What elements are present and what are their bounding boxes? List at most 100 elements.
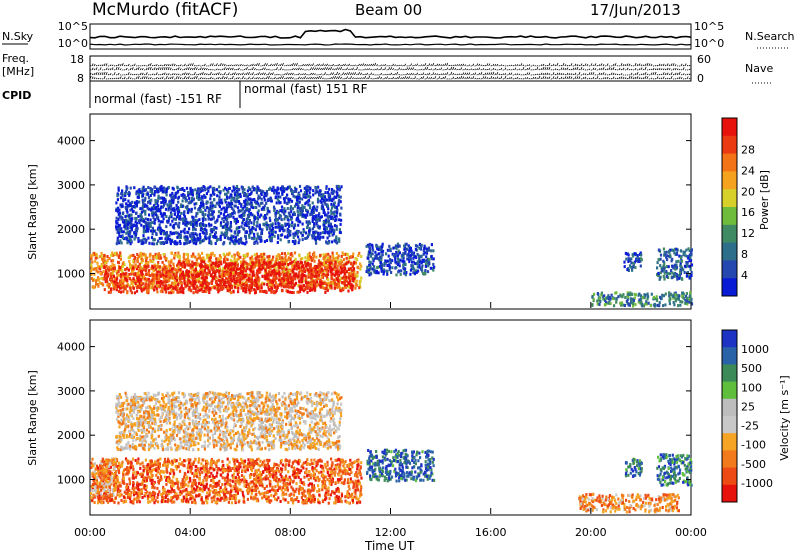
data-cell xyxy=(280,284,283,288)
data-cell xyxy=(385,252,388,256)
data-cell xyxy=(107,284,110,288)
freq-mark xyxy=(500,76,503,80)
data-cell xyxy=(397,252,400,256)
data-cell xyxy=(243,268,246,272)
data-cell xyxy=(378,256,382,260)
data-cell xyxy=(306,281,309,285)
freq-mark xyxy=(374,77,376,80)
data-cell xyxy=(134,220,137,224)
freq-mark xyxy=(300,67,302,71)
data-cell xyxy=(177,195,180,199)
freq-mark xyxy=(428,68,431,71)
data-cell xyxy=(321,231,324,235)
data-cell xyxy=(221,285,224,288)
data-cell xyxy=(359,279,362,283)
freq-mark xyxy=(348,77,350,80)
data-cell xyxy=(263,258,266,262)
data-cell xyxy=(226,252,229,256)
data-cell xyxy=(254,277,257,280)
data-cell xyxy=(333,286,336,290)
freq-mark xyxy=(444,75,447,80)
freq-mark xyxy=(268,64,270,67)
data-cell xyxy=(214,263,217,267)
data-cell xyxy=(134,279,137,283)
data-cell xyxy=(233,253,236,257)
data-cell xyxy=(345,275,348,279)
data-cell xyxy=(690,251,693,255)
data-cell xyxy=(343,281,346,285)
data-cell xyxy=(198,288,201,292)
data-cell xyxy=(416,265,419,269)
data-cell xyxy=(151,232,154,236)
data-cell xyxy=(663,277,666,281)
data-cell xyxy=(298,200,301,204)
data-cell xyxy=(340,254,343,258)
data-cell xyxy=(260,267,263,271)
freq-mark xyxy=(650,72,653,76)
data-cell xyxy=(271,284,274,288)
data-cell xyxy=(403,260,406,264)
freq-mark xyxy=(250,68,252,71)
freq-mark xyxy=(137,66,140,71)
data-cell xyxy=(327,211,330,215)
data-cell xyxy=(135,289,139,293)
freq-mark xyxy=(149,62,152,67)
data-cell xyxy=(279,272,282,276)
data-cell xyxy=(93,285,97,289)
data-cell xyxy=(205,232,208,235)
data-cell xyxy=(196,272,199,276)
freq-mark xyxy=(259,72,262,76)
freq-mark xyxy=(596,64,599,67)
data-cell xyxy=(229,272,232,276)
data-cell xyxy=(198,256,201,260)
data-cell xyxy=(283,212,286,216)
data-cell xyxy=(380,248,383,252)
freq-mark xyxy=(514,73,517,76)
freq-mark xyxy=(422,76,425,80)
freq-mark xyxy=(400,77,403,80)
data-cell xyxy=(285,284,288,288)
data-cell xyxy=(111,279,114,283)
data-cell xyxy=(312,266,315,270)
data-cell xyxy=(145,272,148,276)
freq-mark xyxy=(350,72,352,76)
data-cell xyxy=(221,277,224,281)
data-cell xyxy=(219,256,223,260)
data-cell xyxy=(338,284,341,288)
data-cell xyxy=(121,269,124,273)
freq-mark xyxy=(330,76,332,80)
data-cell xyxy=(132,253,135,257)
data-cell xyxy=(179,270,182,274)
data-cell xyxy=(288,275,291,279)
freq-mark xyxy=(364,75,367,80)
data-cell xyxy=(158,256,161,260)
data-cell xyxy=(431,266,434,270)
freq-mark xyxy=(161,65,164,67)
data-cell xyxy=(174,251,177,255)
freq-mark xyxy=(516,73,519,76)
freq-mark xyxy=(654,68,657,71)
data-cell xyxy=(375,271,378,275)
freq-mark xyxy=(642,64,645,67)
data-cell xyxy=(301,276,304,280)
data-cell xyxy=(297,284,300,288)
data-cell xyxy=(309,282,312,286)
freq-mark xyxy=(640,64,643,67)
data-cell xyxy=(219,284,223,288)
data-cell xyxy=(663,263,666,267)
data-cell xyxy=(179,260,182,264)
data-cell xyxy=(272,274,275,277)
freq-mark xyxy=(201,67,204,71)
freq-mark xyxy=(266,68,268,71)
freq-mark xyxy=(472,76,475,80)
data-cell xyxy=(144,286,147,290)
freq-mark xyxy=(432,62,435,67)
data-cell xyxy=(271,272,274,276)
data-cell xyxy=(163,280,166,284)
data-cell xyxy=(232,272,235,276)
data-cell xyxy=(91,253,95,257)
data-cell xyxy=(329,263,333,267)
data-cell xyxy=(295,267,298,271)
data-cell xyxy=(668,272,672,276)
data-cell xyxy=(376,247,379,250)
